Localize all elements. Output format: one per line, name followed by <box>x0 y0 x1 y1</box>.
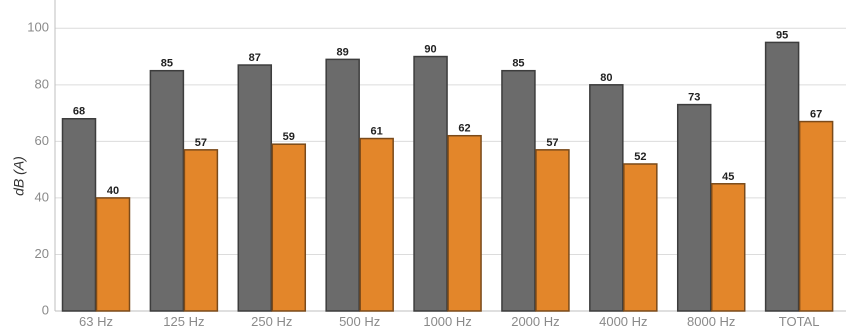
data-label: 57 <box>195 137 207 149</box>
y-tick-label: 40 <box>35 189 49 204</box>
bars <box>61 41 834 312</box>
bar-series-2-5 <box>535 149 570 312</box>
bar-series-1-7 <box>676 103 712 312</box>
data-label: 73 <box>688 92 700 104</box>
data-label: 61 <box>371 126 383 138</box>
data-label: 45 <box>722 171 734 183</box>
x-tick-labels: 63 Hz 125 Hz 250 Hz 500 Hz 1000 Hz 2000 Hz 400… <box>79 314 819 329</box>
y-tick-labels: 0 20 40 60 80 100 <box>27 20 49 318</box>
data-label: 67 <box>810 109 822 121</box>
x-tick-label: 500 Hz <box>339 314 380 329</box>
data-label: 95 <box>776 29 788 41</box>
data-label: 90 <box>424 44 436 56</box>
x-tick-label: TOTAL <box>779 314 820 329</box>
bar-series-1-2 <box>237 64 273 312</box>
x-tick-label: 125 Hz <box>163 314 204 329</box>
data-label: 52 <box>634 151 646 163</box>
bar-series-1-6 <box>589 84 624 312</box>
y-tick-label: 20 <box>35 246 49 261</box>
bar-series-1-8 <box>764 41 800 312</box>
y-axis-label: dB (A) <box>11 156 27 196</box>
bar-series-2-1 <box>183 149 219 312</box>
y-tick-label: 80 <box>35 76 49 91</box>
bar-series-2-6 <box>623 163 658 312</box>
data-label: 87 <box>249 52 261 64</box>
data-label: 85 <box>512 58 524 70</box>
x-tick-label: 1000 Hz <box>423 314 471 329</box>
data-label: 85 <box>161 58 173 70</box>
x-tick-label: 2000 Hz <box>511 314 559 329</box>
y-tick-label: 60 <box>35 133 49 148</box>
data-label: 68 <box>73 106 85 118</box>
bar-series-2-8 <box>798 120 834 312</box>
bar-series-1-1 <box>149 69 185 312</box>
data-label: 80 <box>600 72 612 84</box>
x-tick-label: 8000 Hz <box>687 314 735 329</box>
data-label: 89 <box>337 46 349 58</box>
bar-series-2-7 <box>710 183 746 312</box>
x-tick-label: 63 Hz <box>79 314 113 329</box>
bar-series-1-5 <box>501 69 536 312</box>
data-label: 62 <box>458 123 470 135</box>
y-tick-label: 100 <box>27 20 49 35</box>
bar-series-2-0 <box>95 197 131 312</box>
x-tick-label: 4000 Hz <box>599 314 647 329</box>
bar-series-1-4 <box>413 55 448 312</box>
bar-series-1-0 <box>61 117 97 312</box>
y-tick-label: 0 <box>42 302 49 317</box>
data-labels: 68 85 87 89 90 85 80 73 95 40 57 59 61 62 57 52 45 67 <box>73 29 822 197</box>
bar-series-2-3 <box>359 137 394 312</box>
data-label: 40 <box>107 185 119 197</box>
data-label: 57 <box>546 137 558 149</box>
data-label: 59 <box>283 131 295 143</box>
bar-series-1-3 <box>325 58 360 312</box>
x-tick-label: 250 Hz <box>251 314 292 329</box>
bar-series-2-4 <box>447 134 482 312</box>
bar-series-2-2 <box>271 143 307 312</box>
